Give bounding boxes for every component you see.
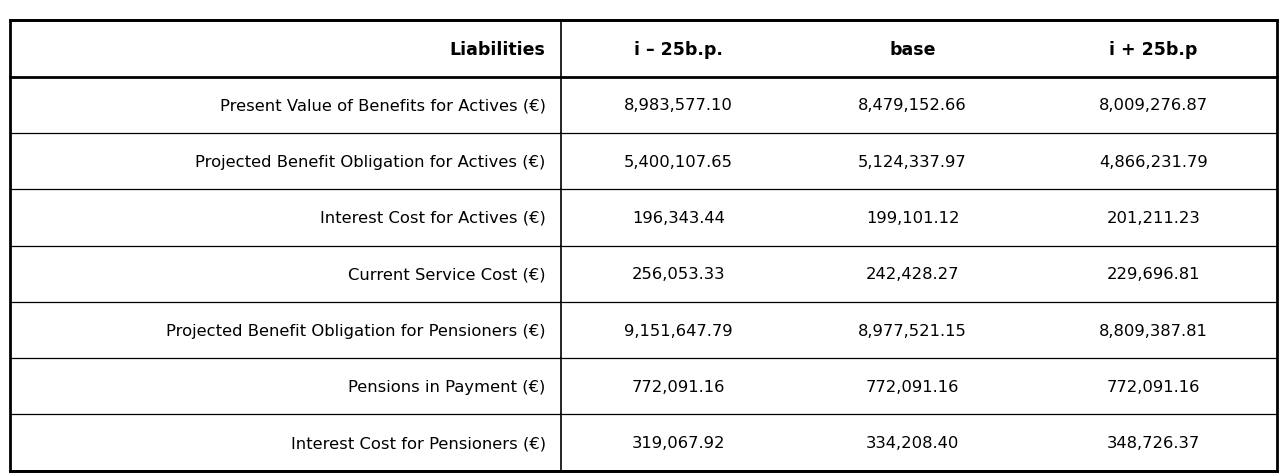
Text: 196,343.44: 196,343.44 — [632, 210, 725, 226]
Text: 772,091.16: 772,091.16 — [632, 379, 725, 394]
Text: 9,151,647.79: 9,151,647.79 — [624, 323, 732, 338]
Text: i + 25b.p: i + 25b.p — [1109, 40, 1197, 59]
Text: Projected Benefit Obligation for Pensioners (€): Projected Benefit Obligation for Pension… — [166, 323, 546, 338]
Bar — [10, 21, 1277, 78]
Text: 4,866,231.79: 4,866,231.79 — [1099, 154, 1207, 169]
Text: Present Value of Benefits for Actives (€): Present Value of Benefits for Actives (€… — [220, 98, 546, 113]
Text: Pensions in Payment (€): Pensions in Payment (€) — [349, 379, 546, 394]
Text: 8,009,276.87: 8,009,276.87 — [1099, 98, 1207, 113]
Text: 5,124,337.97: 5,124,337.97 — [858, 154, 967, 169]
Text: Interest Cost for Pensioners (€): Interest Cost for Pensioners (€) — [291, 435, 546, 450]
Text: 8,809,387.81: 8,809,387.81 — [1099, 323, 1207, 338]
Bar — [10, 78, 1277, 134]
Bar — [10, 246, 1277, 302]
Bar — [10, 134, 1277, 190]
Text: 8,479,152.66: 8,479,152.66 — [858, 98, 967, 113]
Text: 772,091.16: 772,091.16 — [1107, 379, 1199, 394]
Text: Interest Cost for Actives (€): Interest Cost for Actives (€) — [320, 210, 546, 226]
Bar — [10, 190, 1277, 246]
Bar — [10, 302, 1277, 358]
Text: 8,977,521.15: 8,977,521.15 — [858, 323, 967, 338]
Text: 348,726.37: 348,726.37 — [1107, 435, 1199, 450]
Text: 334,208.40: 334,208.40 — [866, 435, 959, 450]
Text: 201,211.23: 201,211.23 — [1107, 210, 1199, 226]
Text: 772,091.16: 772,091.16 — [866, 379, 959, 394]
Text: 319,067.92: 319,067.92 — [632, 435, 725, 450]
Text: 199,101.12: 199,101.12 — [866, 210, 959, 226]
Bar — [10, 358, 1277, 415]
Text: 8,983,577.10: 8,983,577.10 — [624, 98, 732, 113]
Text: Current Service Cost (€): Current Service Cost (€) — [347, 267, 546, 282]
Text: i – 25b.p.: i – 25b.p. — [634, 40, 723, 59]
Text: Liabilities: Liabilities — [450, 40, 546, 59]
Bar — [10, 415, 1277, 471]
Text: base: base — [889, 40, 936, 59]
Text: 5,400,107.65: 5,400,107.65 — [624, 154, 732, 169]
Text: Projected Benefit Obligation for Actives (€): Projected Benefit Obligation for Actives… — [196, 154, 546, 169]
Text: 256,053.33: 256,053.33 — [632, 267, 725, 282]
Text: 229,696.81: 229,696.81 — [1107, 267, 1199, 282]
Text: 242,428.27: 242,428.27 — [866, 267, 959, 282]
